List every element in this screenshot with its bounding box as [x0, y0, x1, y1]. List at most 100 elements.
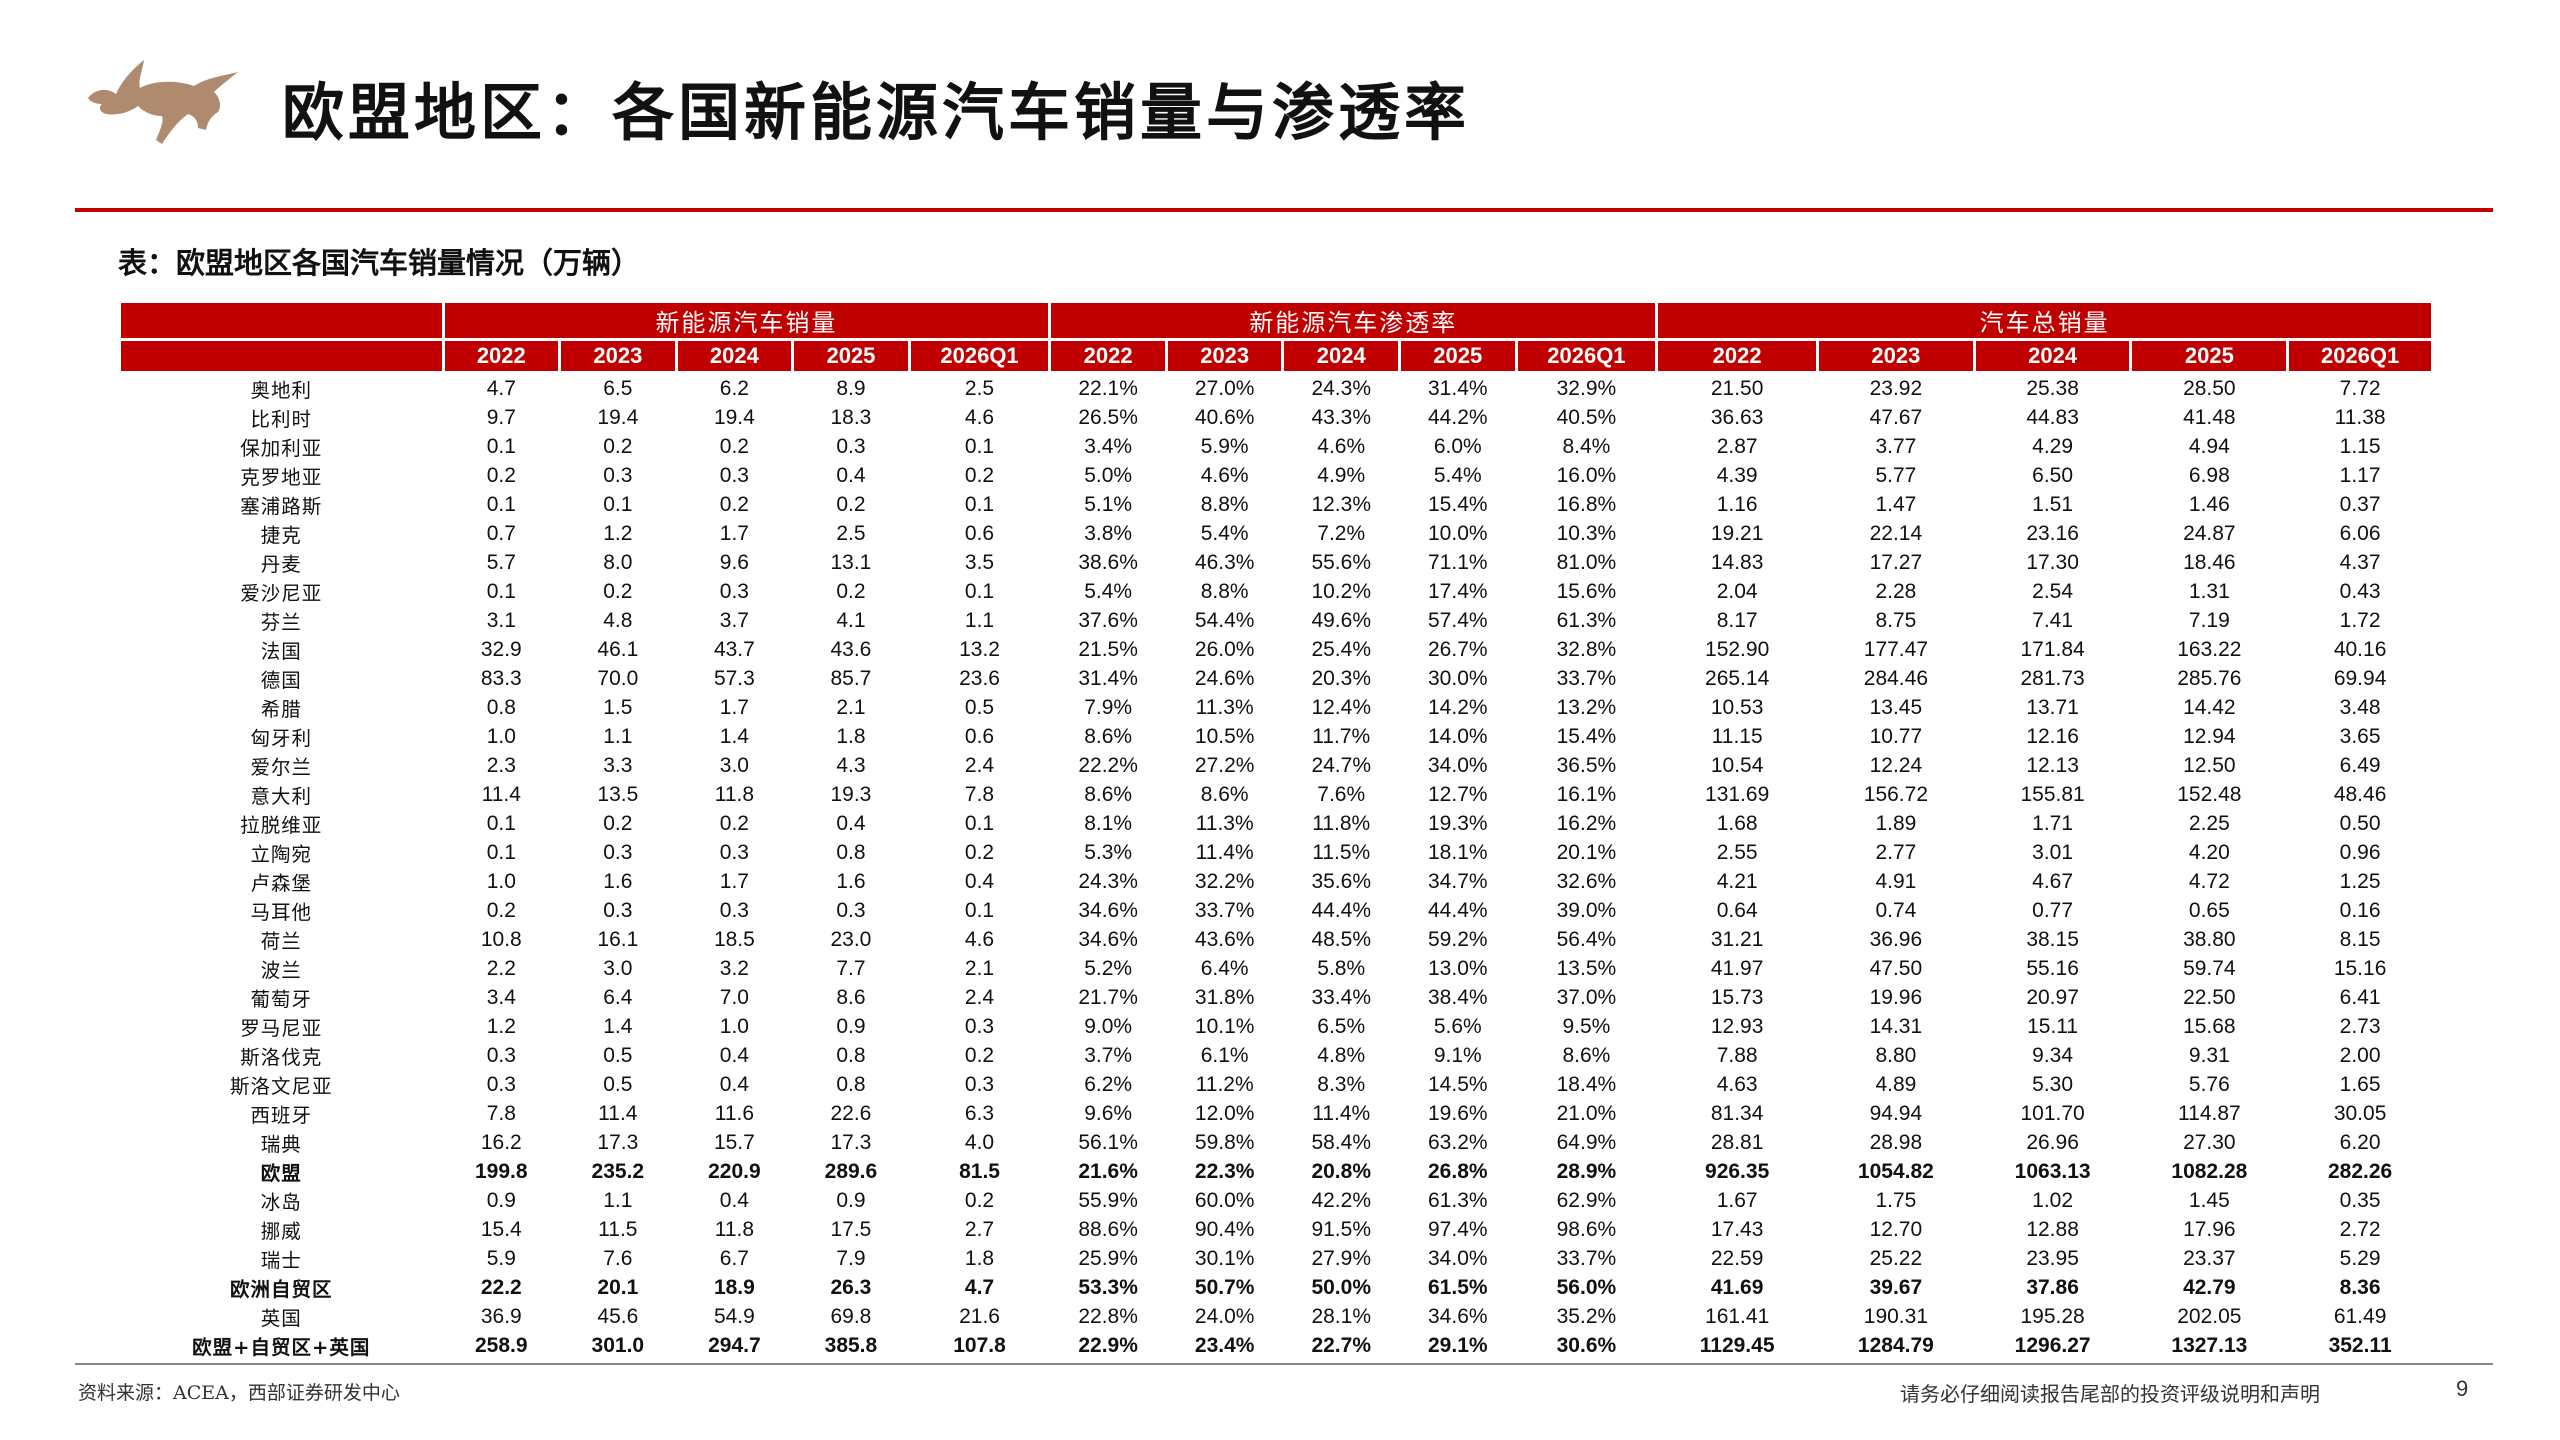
- value-cell: 7.88: [1716, 1043, 1758, 1067]
- year-header: 2026Q1: [907, 338, 1052, 374]
- value-cell: 3.5: [964, 550, 995, 574]
- value-cell: 2.04: [1716, 579, 1758, 603]
- value-cell: 24.7%: [1311, 753, 1371, 777]
- value-cell: 2.1: [836, 695, 866, 719]
- value-cell: 8.4%: [1562, 434, 1611, 458]
- value-cell: 4.91: [1875, 869, 1917, 893]
- value-cell: 21.0%: [1556, 1101, 1617, 1125]
- value-cell: 37.6%: [1078, 608, 1138, 632]
- value-cell: 20.1%: [1556, 840, 1617, 864]
- value-cell: 0.64: [1716, 898, 1758, 922]
- table-row: 卢森堡 1.0 1.6 1.7 1.6 0.4 24.3% 32.2% 35.6% 34.7% 32…: [120, 867, 2433, 896]
- country-cell: 冰岛: [260, 1191, 302, 1214]
- value-cell: 36.63: [1710, 405, 1764, 429]
- value-cell: 161.41: [1705, 1304, 1770, 1328]
- value-cell: 27.2%: [1194, 753, 1255, 777]
- value-cell: 4.6%: [1200, 463, 1249, 487]
- value-cell: 16.2: [480, 1130, 522, 1154]
- value-cell: 12.7%: [1428, 782, 1488, 806]
- value-cell: 32.8%: [1556, 637, 1617, 661]
- value-cell: 0.9: [486, 1188, 516, 1212]
- value-cell: 0.4: [719, 1188, 749, 1212]
- value-cell: 7.9: [836, 1246, 866, 1270]
- value-cell: 22.8%: [1078, 1304, 1138, 1328]
- value-cell: 5.9%: [1200, 434, 1249, 458]
- value-cell: 0.8: [836, 1072, 866, 1096]
- value-cell: 8.9: [836, 376, 866, 400]
- value-cell: 1.1: [603, 724, 633, 748]
- value-cell: 39.67: [1869, 1275, 1923, 1299]
- value-cell: 55.9%: [1078, 1188, 1138, 1212]
- value-cell: 1.15: [2339, 434, 2381, 458]
- value-cell: 0.1: [964, 492, 995, 516]
- value-cell: 9.34: [2032, 1043, 2074, 1067]
- value-cell: 90.4%: [1194, 1217, 1255, 1241]
- value-cell: 38.6%: [1078, 550, 1138, 574]
- value-cell: 2.7: [964, 1217, 995, 1241]
- value-cell: 40.5%: [1556, 405, 1617, 429]
- value-cell: 69.94: [2333, 666, 2387, 690]
- value-cell: 7.8: [964, 782, 995, 806]
- value-cell: 61.3%: [1556, 608, 1617, 632]
- value-cell: 34.0%: [1428, 1246, 1488, 1270]
- value-cell: 0.2: [719, 492, 749, 516]
- group-header-nev-penetration: 新能源汽车渗透率: [1048, 300, 1659, 341]
- value-cell: 12.3%: [1311, 492, 1371, 516]
- value-cell: 0.3: [603, 840, 633, 864]
- value-cell: 17.3: [830, 1130, 872, 1154]
- value-cell: 5.7: [486, 550, 516, 574]
- value-cell: 2.77: [1875, 840, 1917, 864]
- value-cell: 24.3%: [1078, 869, 1138, 893]
- value-cell: 17.27: [1869, 550, 1923, 574]
- value-cell: 31.4%: [1078, 666, 1138, 690]
- value-cell: 4.6: [964, 927, 995, 951]
- value-cell: 235.2: [591, 1159, 645, 1183]
- value-cell: 15.16: [2333, 956, 2387, 980]
- value-cell: 4.94: [2188, 434, 2230, 458]
- value-cell: 0.8: [836, 1043, 866, 1067]
- value-cell: 46.3%: [1194, 550, 1255, 574]
- value-cell: 28.9%: [1556, 1159, 1617, 1183]
- value-cell: 97.4%: [1428, 1217, 1488, 1241]
- value-cell: 6.98: [2188, 463, 2230, 487]
- value-cell: 20.8%: [1311, 1159, 1371, 1183]
- table-row: 冰岛 0.9 1.1 0.4 0.9 0.2 55.9% 60.0% 42.2% 61.3% 62.…: [120, 1186, 2433, 1215]
- value-cell: 15.7: [713, 1130, 755, 1154]
- value-cell: 1.89: [1875, 811, 1917, 835]
- country-cell: 匈牙利: [250, 727, 313, 750]
- value-cell: 10.77: [1869, 724, 1923, 748]
- table-year-header-row: 2022 2023 2024 2025 2026Q1 2022 2023 2024 2025 20…: [118, 338, 2434, 374]
- value-cell: 23.95: [2026, 1246, 2079, 1270]
- value-cell: 25.9%: [1078, 1246, 1138, 1270]
- value-cell: 57.4%: [1428, 608, 1488, 632]
- value-cell: 35.6%: [1311, 869, 1371, 893]
- value-cell: 3.0: [603, 956, 633, 980]
- value-cell: 8.17: [1716, 608, 1758, 632]
- country-cell: 芬兰: [260, 611, 302, 634]
- value-cell: 1.4: [719, 724, 749, 748]
- value-cell: 22.1%: [1078, 376, 1138, 400]
- value-cell: 7.41: [2032, 608, 2074, 632]
- value-cell: 385.8: [824, 1333, 878, 1357]
- value-cell: 20.3%: [1311, 666, 1371, 690]
- value-cell: 38.4%: [1428, 985, 1488, 1009]
- value-cell: 1082.28: [2171, 1159, 2248, 1183]
- value-cell: 37.0%: [1556, 985, 1617, 1009]
- value-cell: 14.83: [1710, 550, 1764, 574]
- value-cell: 11.3%: [1195, 811, 1254, 835]
- bull-logo-icon: [88, 60, 238, 144]
- value-cell: 33.4%: [1311, 985, 1371, 1009]
- country-cell: 葡萄牙: [250, 988, 313, 1011]
- table-row: 德国 83.3 70.0 57.3 85.7 23.6 31.4% 24.6% 20.3% 30.…: [120, 664, 2433, 693]
- value-cell: 59.74: [2183, 956, 2236, 980]
- value-cell: 59.2%: [1428, 927, 1488, 951]
- country-cell: 法国: [260, 640, 302, 663]
- value-cell: 48.5%: [1311, 927, 1371, 951]
- country-cell: 瑞典: [260, 1133, 302, 1156]
- year-header: 2026Q1: [2286, 338, 2434, 374]
- value-cell: 20.97: [2026, 985, 2079, 1009]
- value-cell: 11.4%: [1195, 840, 1254, 864]
- value-cell: 23.6: [959, 666, 1000, 690]
- value-cell: 36.96: [1869, 927, 1923, 951]
- value-cell: 0.2: [836, 579, 866, 603]
